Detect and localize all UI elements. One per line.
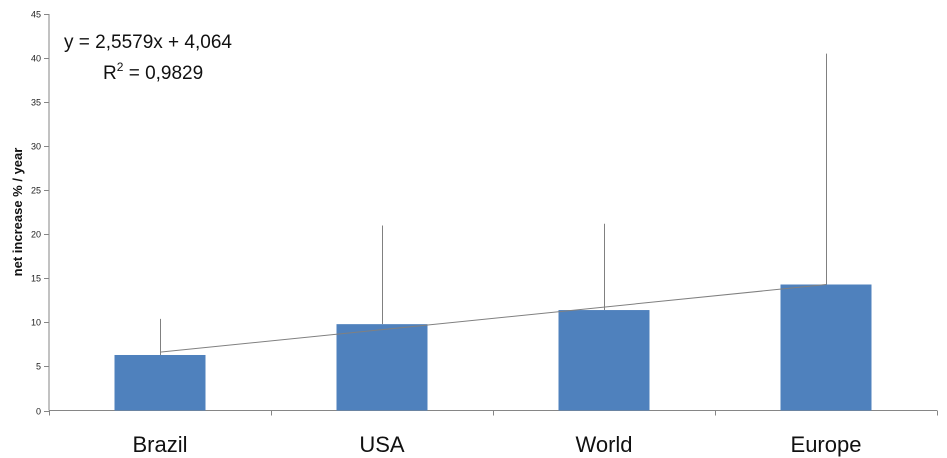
y-tick-label: 10 [31,318,41,328]
r-squared-annotation: R2 = 0,9829 [103,60,203,84]
y-axis-title: net increase % / year [10,148,25,277]
y-tick-label: 35 [31,98,41,108]
y-tick-label: 30 [31,142,41,152]
trendline-equation: y = 2,5579x + 4,064 [64,32,232,53]
y-tick-label: 0 [36,407,41,417]
r-squared-prefix: R [103,63,117,84]
bar [114,354,206,411]
bar-series [114,284,872,411]
y-tick-label: 15 [31,274,41,284]
trendline-line [159,284,827,353]
error-bars [160,53,827,355]
r-squared-superscript: 2 [117,60,124,74]
y-tick-label: 20 [31,230,41,240]
y-axis: 0 5 10 15 20 25 30 35 40 45 [31,10,50,417]
category-labels: Brazil USA World Europe [132,432,861,457]
bar [336,324,428,411]
category-label: World [575,432,632,457]
category-label: USA [359,432,405,457]
y-tick-label: 5 [36,362,41,372]
y-tick-label: 25 [31,186,41,196]
trendline [159,284,827,353]
bar [558,310,650,411]
category-label: Brazil [132,432,187,457]
x-axis [49,410,938,416]
bar [780,284,872,411]
r-squared-value: = 0,9829 [123,63,203,84]
category-label: Europe [791,432,862,457]
y-tick-label: 45 [31,10,41,20]
y-tick-label: 40 [31,54,41,64]
